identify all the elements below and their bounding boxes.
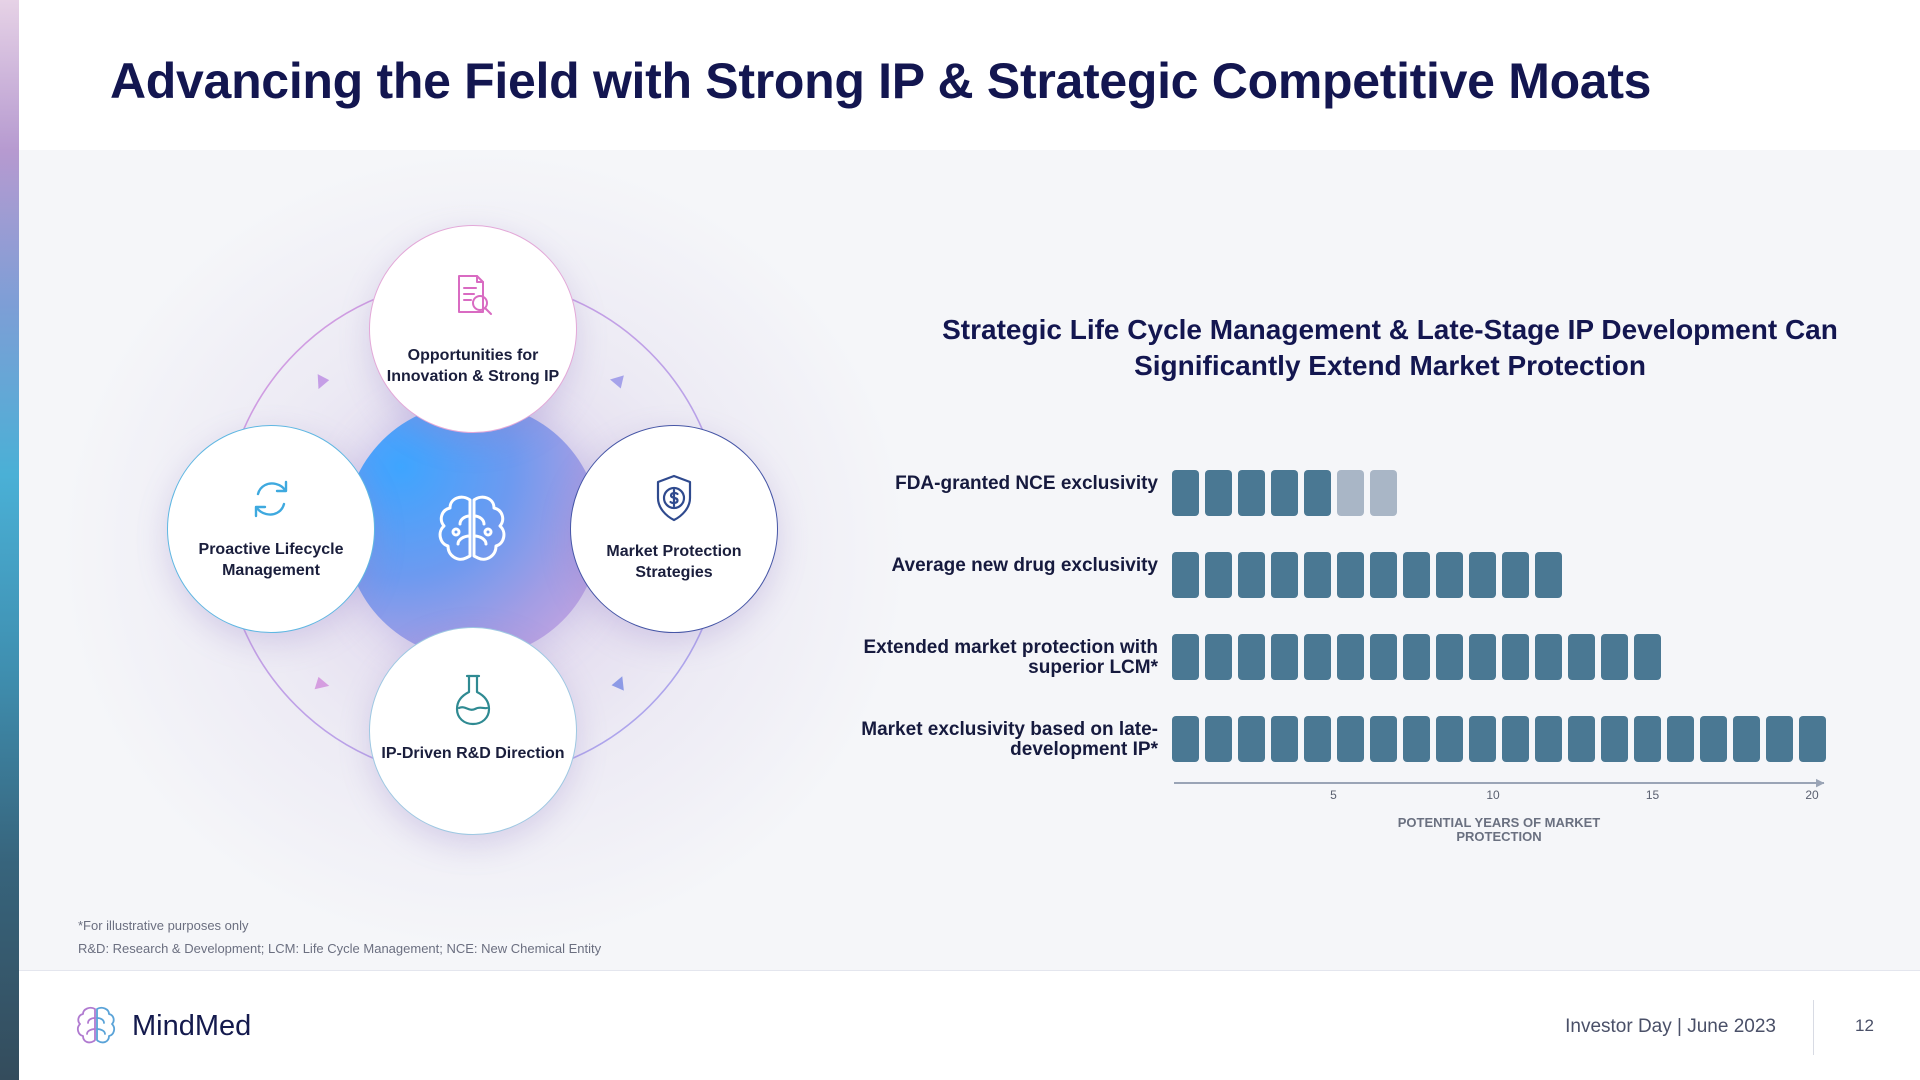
chart-bar-year-block: [1535, 634, 1562, 680]
chart-bar-year-block: [1502, 552, 1529, 598]
chart-bar-year-block: [1304, 634, 1331, 680]
node-label-rd-direction: IP-Driven R&D Direction: [381, 745, 565, 762]
chart-bar-year-block: [1271, 716, 1298, 762]
chart-bar-year-block: [1271, 634, 1298, 680]
chart-bar-year-block: [1337, 634, 1364, 680]
cycle-node-opportunities: Opportunities for Innovation & Strong IP: [369, 225, 577, 433]
chart-bar-year-block: [1568, 716, 1595, 762]
chart-bar-year-block: [1238, 716, 1265, 762]
cycle-node-lifecycle: Proactive Lifecycle Management: [167, 425, 375, 633]
chart-bar-year-block: [1535, 552, 1562, 598]
axis-arrow-icon: ▶: [1816, 777, 1825, 789]
chart-bar-year-block: [1436, 552, 1463, 598]
chart-x-tick: 20: [1805, 788, 1819, 802]
chart-bar-extension-block: [1370, 470, 1397, 516]
chart-x-tick: 15: [1645, 788, 1660, 802]
chart-bar-year-block: [1766, 716, 1793, 762]
flask-icon: [455, 674, 491, 726]
chart-bar-year-block: [1601, 716, 1628, 762]
footer-divider-line: [19, 970, 1920, 971]
brain-logo-icon: [76, 1006, 116, 1044]
chart-bar-year-block: [1370, 716, 1397, 762]
chart-bar-year-block: [1568, 634, 1595, 680]
node-label-opportunities: Opportunities for Innovation & Strong IP: [386, 347, 560, 385]
shield-dollar-icon: [656, 474, 692, 522]
chart-bar-year-block: [1271, 470, 1298, 516]
footnote-abbreviations: R&D: Research & Development; LCM: Life C…: [78, 941, 602, 956]
cycle-node-rd-direction: IP-Driven R&D Direction: [369, 627, 577, 835]
chart-bar-year-block: [1304, 552, 1331, 598]
node-label-lifecycle: Proactive Lifecycle Management: [198, 541, 344, 579]
chart-bar-year-block: [1634, 716, 1661, 762]
chart-x-tick: 5: [1330, 788, 1337, 802]
chart-bar-year-block: [1700, 716, 1727, 762]
chart-x-axis: [1174, 782, 1824, 784]
chart-x-tick: 10: [1486, 788, 1500, 802]
chart-category-label: Market exclusivity based on late-develop…: [861, 719, 1158, 760]
chart-bar-year-block: [1172, 634, 1199, 680]
chart-bar-year-block: [1469, 552, 1496, 598]
chart-category-label: FDA-granted NCE exclusivity: [895, 473, 1158, 494]
chart-bar-year-block: [1436, 634, 1463, 680]
cycle-node-market-protection: Market Protection Strategies: [570, 425, 778, 633]
chart-bar-year-block: [1238, 470, 1265, 516]
chart-bar-year-block: [1205, 716, 1232, 762]
chart-bar-year-block: [1502, 716, 1529, 762]
footer-vertical-divider: [1813, 1000, 1814, 1055]
chart-bar-year-block: [1337, 716, 1364, 762]
chart-bar-year-block: [1370, 634, 1397, 680]
chart-bar-extension-block: [1337, 470, 1364, 516]
brain-icon: [438, 495, 506, 561]
chart-bar-year-block: [1172, 552, 1199, 598]
footnote-illustrative: *For illustrative purposes only: [78, 918, 249, 933]
chart-bar-year-block: [1238, 634, 1265, 680]
brand-name: MindMed: [132, 1010, 252, 1042]
chart-bar-year-block: [1667, 716, 1694, 762]
chart-bar-year-block: [1469, 716, 1496, 762]
chart-bar-year-block: [1238, 552, 1265, 598]
chart-bar-year-block: [1403, 716, 1430, 762]
chart-bar-year-block: [1469, 634, 1496, 680]
page-title: Advancing the Field with Strong IP & Str…: [110, 53, 1652, 109]
chart-bar-year-block: [1634, 634, 1661, 680]
chart-bar-year-block: [1733, 716, 1760, 762]
chart-bar-year-block: [1304, 716, 1331, 762]
refresh-cycle-icon: [254, 480, 288, 518]
chart-bar-year-block: [1205, 470, 1232, 516]
chart-bar-year-block: [1172, 470, 1199, 516]
chart-title: Strategic Life Cycle Management & Late-S…: [942, 314, 1838, 381]
document-search-icon: [458, 275, 492, 315]
chart-bar-year-block: [1502, 634, 1529, 680]
chart-bar-year-block: [1403, 634, 1430, 680]
chart-bar-year-block: [1799, 716, 1826, 762]
page-number: 12: [1855, 1016, 1874, 1035]
chart-bar-year-block: [1172, 716, 1199, 762]
chart-bar-year-block: [1601, 634, 1628, 680]
footer-event: Investor Day | June 2023: [1565, 1016, 1776, 1037]
chart-bar-year-block: [1535, 716, 1562, 762]
cycle-arrow-heads: [314, 374, 624, 691]
chart-category-label: Average new drug exclusivity: [891, 555, 1158, 576]
brand-gradient-bar: [0, 0, 19, 1080]
chart-bar-year-block: [1205, 634, 1232, 680]
chart-bar-year-block: [1271, 552, 1298, 598]
chart-bar-year-block: [1370, 552, 1397, 598]
chart-bar-year-block: [1205, 552, 1232, 598]
chart-category-label: Extended market protection with superior…: [863, 637, 1158, 678]
chart-bar-year-block: [1403, 552, 1430, 598]
chart-x-axis-label: POTENTIAL YEARS OF MARKET PROTECTION: [1397, 815, 1601, 844]
node-label-market-protection: Market Protection Strategies: [606, 543, 742, 581]
chart-bar-year-block: [1436, 716, 1463, 762]
chart-bar-year-block: [1337, 552, 1364, 598]
chart-bar-year-block: [1304, 470, 1331, 516]
